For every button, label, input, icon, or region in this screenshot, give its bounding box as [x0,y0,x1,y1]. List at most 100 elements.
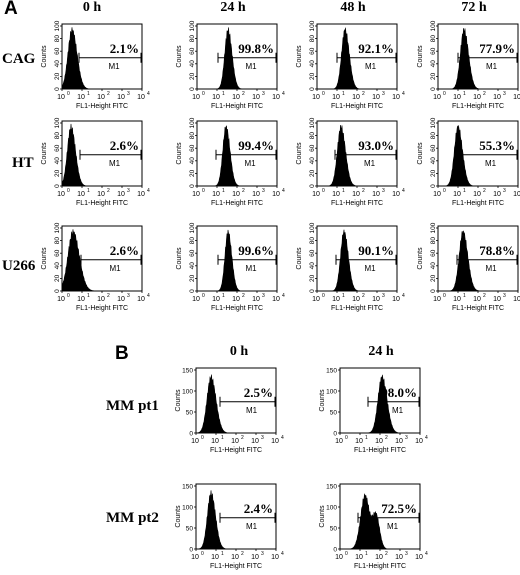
panel-a-letter: A [4,0,18,19]
x-tick-label: 10 [312,296,320,303]
gate-m1-label: M1 [364,264,376,273]
y-axis-label: Counts [296,247,303,270]
panel-a-row-label-cag: CAG [2,51,36,67]
x-tick-exponent: 4 [282,293,285,299]
x-axis-label: FL1-Height FITC [331,103,383,110]
x-tick-exponent: 2 [483,91,486,97]
x-tick-exponent: 1 [221,551,224,557]
x-tick-label: 10 [211,438,219,445]
x-tick-exponent: 3 [382,293,385,299]
plot-frame [196,225,278,292]
y-tick-label: 40 [430,60,437,68]
y-tick-label: 60 [309,47,316,55]
y-tick-label: 20 [309,274,316,282]
x-tick-label: 10 [192,94,200,101]
x-tick-exponent: 4 [147,91,150,97]
x-tick-label: 10 [117,94,125,101]
gated-percent-label: 99.8% [238,41,274,56]
y-tick-label: 150 [326,368,337,375]
x-tick-exponent: 3 [261,551,264,557]
x-tick-exponent: 3 [262,188,265,194]
gate-m1-label: M1 [485,264,497,273]
y-tick-label: 20 [189,274,196,282]
gated-percent-label: 72.5% [381,501,417,516]
x-tick-exponent: 2 [362,91,365,97]
x-tick-exponent: 1 [87,91,90,97]
panel-a-time-label-24h: 24 h [220,0,246,15]
x-tick-label: 10 [453,94,461,101]
y-tick-label: 100 [54,117,61,128]
histogram-area [438,125,518,187]
y-tick-label: 20 [430,274,437,282]
y-tick-label: 50 [330,410,338,417]
x-tick-exponent: 1 [221,435,224,441]
y-tick-label: 0 [309,87,316,91]
histogram-area [438,230,518,292]
y-tick-label: 0 [333,547,337,554]
x-tick-label: 10 [312,94,320,101]
y-axis-label: Counts [41,45,48,68]
y-tick-label: 100 [326,389,337,396]
gate-m1-label: M1 [246,406,258,415]
x-tick-exponent: 0 [67,188,70,194]
x-tick-label: 10 [493,191,501,198]
y-tick-label: 0 [189,87,196,91]
y-tick-label: 0 [309,289,316,293]
x-tick-exponent: 3 [262,91,265,97]
y-tick-label: 0 [309,184,316,188]
x-tick-label: 10 [335,438,343,445]
x-axis-label: FL1-Height FITC [331,305,383,312]
y-tick-label: 60 [430,144,437,152]
x-tick-label: 10 [251,554,259,561]
panel-a-row-label-u266: U266 [2,258,36,274]
plot-frame [437,23,519,90]
x-tick-exponent: 4 [147,188,150,194]
y-tick-label: 60 [54,249,61,257]
y-tick-label: 40 [54,60,61,68]
y-tick-label: 60 [189,249,196,257]
panel-a-time-label-72h: 72 h [461,0,487,15]
y-tick-label: 0 [430,289,437,293]
y-tick-label: 40 [189,262,196,270]
plot-frame [316,120,398,187]
x-axis-label: FL1-Height FITC [76,200,128,207]
y-tick-label: 80 [54,132,61,140]
gated-percent-label: 99.4% [238,138,274,153]
x-tick-label: 10 [231,554,239,561]
x-tick-label: 10 [332,191,340,198]
y-tick-label: 60 [309,249,316,257]
gate-m1-label: M1 [108,62,120,71]
x-tick-label: 10 [312,191,320,198]
x-tick-label: 10 [433,94,441,101]
x-tick-label: 10 [211,554,219,561]
x-tick-label: 10 [352,191,360,198]
panel-b-time-label-0h: 0 h [229,344,249,359]
x-tick-label: 10 [232,94,240,101]
x-tick-label: 10 [252,94,260,101]
gate-m1-label: M1 [486,62,498,71]
x-tick-label: 10 [192,296,200,303]
x-tick-exponent: 0 [202,188,205,194]
x-tick-exponent: 0 [322,188,325,194]
y-tick-label: 60 [54,144,61,152]
x-tick-label: 10 [513,94,520,101]
x-tick-label: 10 [137,94,145,101]
y-tick-label: 100 [182,389,193,396]
x-tick-label: 10 [77,94,85,101]
x-tick-exponent: 2 [483,188,486,194]
x-axis-label: FL1-Height FITC [211,103,263,110]
x-tick-exponent: 0 [345,435,348,441]
y-tick-label: 150 [326,484,337,491]
gated-percent-label: 78.8% [479,243,515,258]
x-tick-label: 10 [335,554,343,561]
x-tick-label: 10 [355,438,363,445]
y-tick-label: 80 [54,237,61,245]
y-tick-label: 100 [189,20,196,31]
gate-m1-label: M1 [246,522,258,531]
histogram-area [317,229,397,292]
x-tick-exponent: 1 [87,188,90,194]
y-tick-label: 50 [330,526,338,533]
x-tick-label: 10 [117,296,125,303]
plot-frame [196,23,278,90]
